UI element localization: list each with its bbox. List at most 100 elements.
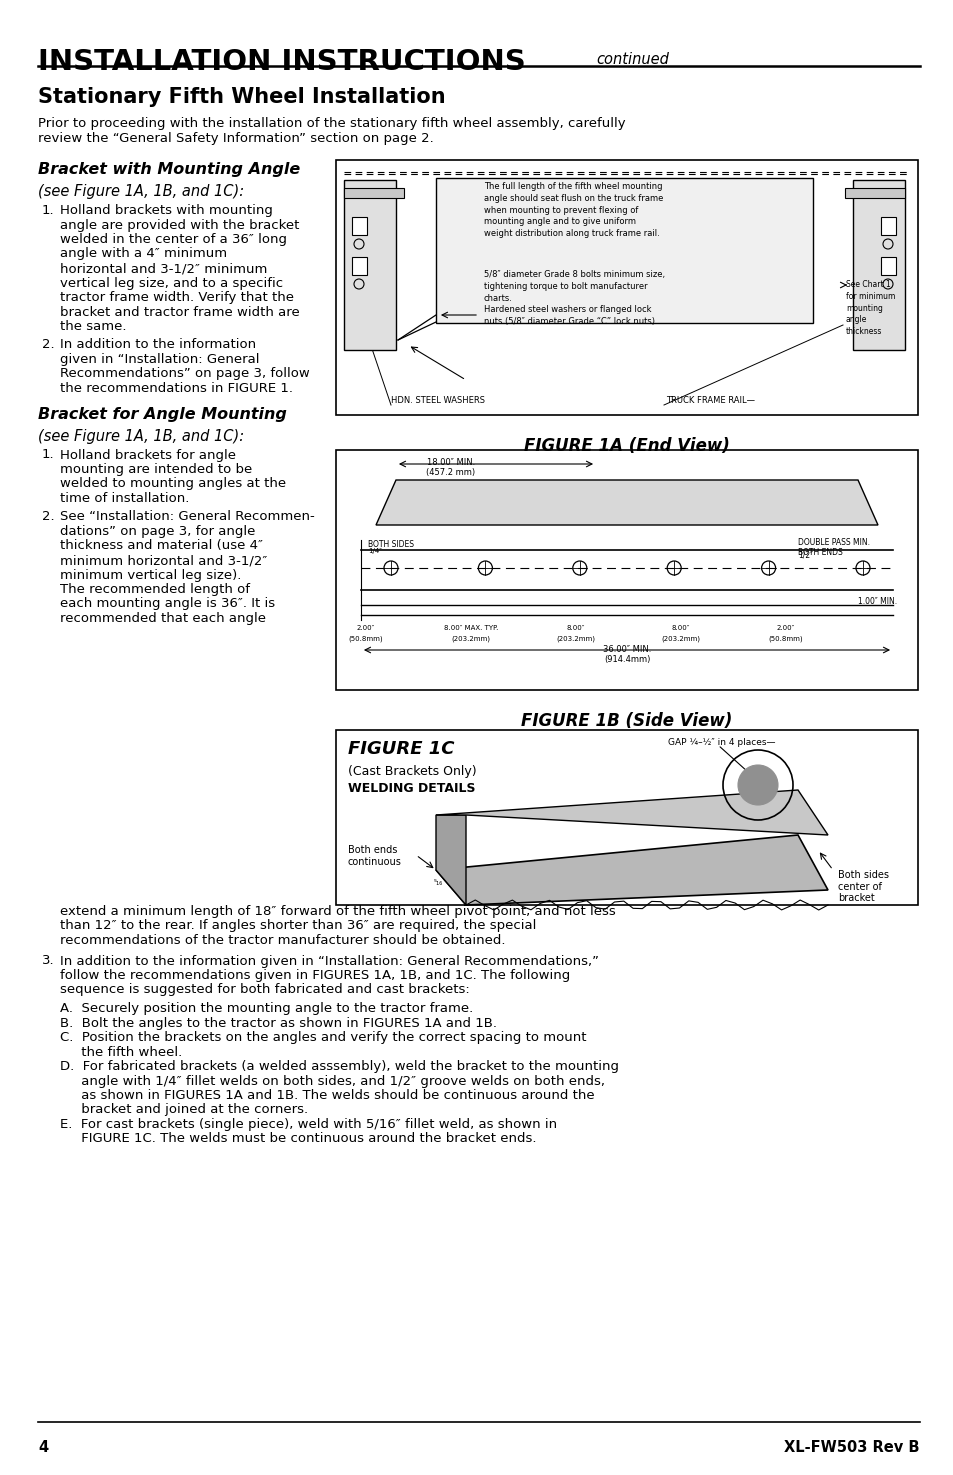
Text: In addition to the information: In addition to the information [60,338,255,351]
Text: continued: continued [596,52,668,66]
Text: than 12″ to the rear. If angles shorter than 36″ are required, the special: than 12″ to the rear. If angles shorter … [60,919,536,932]
Text: (see Figure 1A, 1B, and 1C):: (see Figure 1A, 1B, and 1C): [38,184,244,199]
Text: In addition to the information given in “Installation: General Recommendations,”: In addition to the information given in … [60,954,598,968]
Text: 1/4″: 1/4″ [368,549,381,555]
Text: (203.2mm): (203.2mm) [660,636,700,642]
Text: (see Figure 1A, 1B, and 1C):: (see Figure 1A, 1B, and 1C): [38,429,244,444]
Text: Holland brackets for angle: Holland brackets for angle [60,448,235,462]
Text: as shown in FIGURES 1A and 1B. The welds should be continuous around the: as shown in FIGURES 1A and 1B. The welds… [60,1089,594,1102]
Text: the recommendations in FIGURE 1.: the recommendations in FIGURE 1. [60,382,293,395]
Text: 1/2″: 1/2″ [797,550,812,559]
Text: WELDING DETAILS: WELDING DETAILS [348,782,475,795]
Bar [335,450,917,690]
Text: FIGURE 1B (Side View): FIGURE 1B (Side View) [520,712,732,730]
Text: the same.: the same. [60,320,127,333]
Text: See Chart 1
for minimum
mounting
angle
thickness: See Chart 1 for minimum mounting angle t… [845,280,895,336]
Polygon shape [436,791,827,835]
Text: minimum vertical leg size).: minimum vertical leg size). [60,568,241,581]
Text: (914.4mm): (914.4mm) [603,655,650,664]
Polygon shape [375,479,877,525]
Text: 3.: 3. [42,954,54,968]
Text: Recommendations” on page 3, follow: Recommendations” on page 3, follow [60,367,310,381]
Text: review the “General Safety Information” section on page 2.: review the “General Safety Information” … [38,131,434,145]
Text: follow the recommendations given in FIGURES 1A, 1B, and 1C. The following: follow the recommendations given in FIGU… [60,969,570,982]
Text: 8.00″: 8.00″ [566,625,584,631]
Text: (203.2mm): (203.2mm) [451,636,490,642]
Text: Stationary Fifth Wheel Installation: Stationary Fifth Wheel Installation [38,87,445,108]
Bar [352,257,367,274]
Text: Both sides
center of
bracket: Both sides center of bracket [837,870,888,903]
Text: 2.: 2. [42,338,54,351]
Text: bracket and tractor frame width are: bracket and tractor frame width are [60,305,299,319]
Text: 1.: 1. [42,448,54,462]
Text: welded to mounting angles at the: welded to mounting angles at the [60,478,286,491]
Text: The full length of the fifth wheel mounting
angle should seat flush on the truck: The full length of the fifth wheel mount… [483,181,662,237]
Text: mounting are intended to be: mounting are intended to be [60,463,252,476]
Text: minimum horizontal and 3-1/2″: minimum horizontal and 3-1/2″ [60,555,267,566]
Bar [352,217,367,235]
Text: Both ends
continuous: Both ends continuous [348,845,401,867]
Text: TRUCK FRAME RAIL—: TRUCK FRAME RAIL— [665,395,754,406]
Text: GAP ¼–½″ in 4 places—: GAP ¼–½″ in 4 places— [667,738,775,746]
Text: (457.2 mm): (457.2 mm) [426,468,475,476]
Text: (50.8mm): (50.8mm) [349,636,383,642]
Text: each mounting angle is 36″. It is: each mounting angle is 36″. It is [60,597,274,611]
Text: the fifth wheel.: the fifth wheel. [60,1046,182,1059]
Text: angle with 1/4″ fillet welds on both sides, and 1/2″ groove welds on both ends,: angle with 1/4″ fillet welds on both sid… [60,1074,604,1087]
Text: The recommended length of: The recommended length of [60,583,250,596]
Text: DOUBLE PASS MIN.
BOTH ENDS: DOUBLE PASS MIN. BOTH ENDS [797,538,869,558]
Text: 36.00″ MIN.: 36.00″ MIN. [602,645,651,653]
Text: FIGURE 1A (End View): FIGURE 1A (End View) [523,437,729,454]
Text: 2.: 2. [42,510,54,524]
Text: tractor frame width. Verify that the: tractor frame width. Verify that the [60,291,294,304]
Text: FIGURE 1C. The welds must be continuous around the bracket ends.: FIGURE 1C. The welds must be continuous … [60,1133,536,1146]
Circle shape [738,766,778,805]
Polygon shape [436,835,827,906]
Text: angle with a 4″ minimum: angle with a 4″ minimum [60,248,227,261]
Polygon shape [436,816,465,906]
Text: 1.: 1. [42,204,54,217]
Text: bracket and joined at the corners.: bracket and joined at the corners. [60,1103,308,1117]
Text: Bracket with Mounting Angle: Bracket with Mounting Angle [38,162,300,177]
Text: A.  Securely position the mounting angle to the tractor frame.: A. Securely position the mounting angle … [60,1002,473,1015]
Text: sequence is suggested for both fabricated and cast brackets:: sequence is suggested for both fabricate… [60,984,469,997]
Text: ⁵₁₆: ⁵₁₆ [434,878,443,886]
Text: 8.00″: 8.00″ [671,625,689,631]
Text: C.  Position the brackets on the angles and verify the correct spacing to mount: C. Position the brackets on the angles a… [60,1031,586,1044]
Text: 8.00″ MAX. TYP.: 8.00″ MAX. TYP. [443,625,497,631]
Text: extend a minimum length of 18″ forward of the fifth wheel pivot point, and not l: extend a minimum length of 18″ forward o… [60,906,615,917]
Bar [344,180,395,350]
Text: angle are provided with the bracket: angle are provided with the bracket [60,218,299,232]
Text: (203.2mm): (203.2mm) [556,636,595,642]
Text: 5/8″ diameter Grade 8 bolts minimum size,
tightening torque to bolt manufacturer: 5/8″ diameter Grade 8 bolts minimum size… [483,270,664,326]
Text: time of installation.: time of installation. [60,493,190,504]
Text: horizontal and 3-1/2″ minimum: horizontal and 3-1/2″ minimum [60,263,267,274]
Text: recommended that each angle: recommended that each angle [60,612,266,625]
Text: B.  Bolt the angles to the tractor as shown in FIGURES 1A and 1B.: B. Bolt the angles to the tractor as sho… [60,1016,497,1030]
Text: FIGURE 1C: FIGURE 1C [348,740,454,758]
Text: INSTALLATION INSTRUCTIONS: INSTALLATION INSTRUCTIONS [38,49,525,77]
Bar [344,187,403,198]
Bar [880,257,895,274]
Text: E.  For cast brackets (single piece), weld with 5/16″ fillet weld, as shown in: E. For cast brackets (single piece), wel… [60,1118,557,1131]
Text: given in “Installation: General: given in “Installation: General [60,353,259,366]
Text: 18.00″ MIN.: 18.00″ MIN. [426,459,475,468]
Text: (Cast Brackets Only): (Cast Brackets Only) [348,766,476,777]
Text: recommendations of the tractor manufacturer should be obtained.: recommendations of the tractor manufactu… [60,934,505,947]
Bar [335,159,917,414]
Text: (50.8mm): (50.8mm) [768,636,802,642]
Text: 2.00″: 2.00″ [356,625,375,631]
Text: XL-FW503 Rev B: XL-FW503 Rev B [783,1440,919,1454]
Text: Holland brackets with mounting: Holland brackets with mounting [60,204,273,217]
Bar [880,217,895,235]
Text: Prior to proceeding with the installation of the stationary fifth wheel assembly: Prior to proceeding with the installatio… [38,117,625,130]
Text: welded in the center of a 36″ long: welded in the center of a 36″ long [60,233,287,246]
Bar [436,178,812,323]
Text: D.  For fabricated brackets (a welded asssembly), weld the bracket to the mounti: D. For fabricated brackets (a welded ass… [60,1061,618,1072]
Text: 4: 4 [38,1440,48,1454]
Bar [852,180,904,350]
Text: Bracket for Angle Mounting: Bracket for Angle Mounting [38,407,287,422]
Bar [335,730,917,906]
Text: HDN. STEEL WASHERS: HDN. STEEL WASHERS [391,395,484,406]
Text: dations” on page 3, for angle: dations” on page 3, for angle [60,525,255,538]
